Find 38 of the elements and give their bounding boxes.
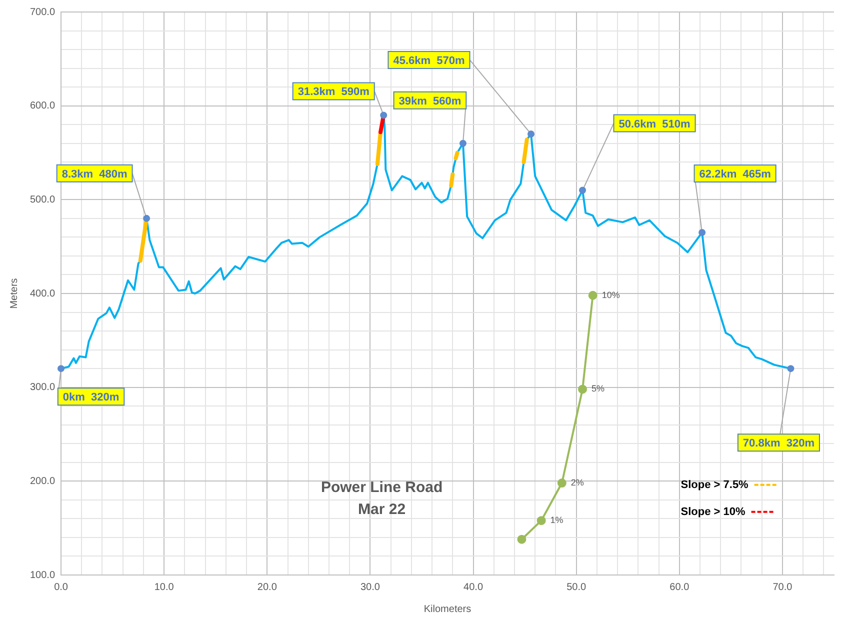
text: Power Line Road (320, 478, 443, 496)
annotation: 5% (592, 384, 605, 394)
annotation: 50.6km 510m (618, 118, 691, 130)
point (578, 384, 588, 394)
y-tick-label: 300.0 (30, 382, 56, 394)
x-tick-label: 70.0 (772, 582, 793, 593)
annotation: 0km 320m (62, 392, 120, 404)
point (536, 516, 546, 526)
legend-label: Slope > 10% (680, 506, 746, 518)
annotation: 31.3km 590m (298, 86, 370, 98)
annotation: 10% (602, 290, 620, 300)
y-tick-label: 500.0 (30, 194, 56, 206)
x-tick-label: 60.0 (670, 582, 690, 593)
x-tick-label: 20.0 (257, 582, 278, 593)
annotation: 70.8km 320m (742, 438, 815, 450)
annotation: 2% (570, 478, 584, 488)
x-tick-label: 30.0 (360, 582, 380, 593)
annotation: 1% (550, 515, 564, 526)
x-tick-label: 0.0 (54, 582, 68, 593)
x-axis-title: Kilometers (424, 604, 472, 615)
y-tick-label: 200.0 (30, 476, 56, 487)
point (557, 478, 566, 488)
y-tick-label: 100.0 (30, 570, 56, 581)
y-tick-label: 700.0 (30, 6, 56, 18)
text: Mar 22 (358, 500, 406, 518)
y-tick-label: 400.0 (30, 288, 56, 300)
y-axis-title: Meters (8, 278, 20, 309)
annotation: 8.3km 480m (62, 168, 128, 180)
point (588, 290, 598, 300)
annotation: 62.2km 465m (699, 168, 772, 181)
point (517, 534, 526, 544)
x-tick-label: 10.0 (154, 582, 174, 593)
x-tick-label: 50.0 (566, 582, 587, 593)
x-tick-label: 40.0 (464, 582, 484, 593)
legend-label: Slope > 7.5% (680, 478, 749, 491)
annotation: 39km 560m (398, 95, 462, 108)
y-tick-label: 600.0 (30, 100, 56, 112)
annotation: 45.6km 570m (393, 55, 465, 68)
